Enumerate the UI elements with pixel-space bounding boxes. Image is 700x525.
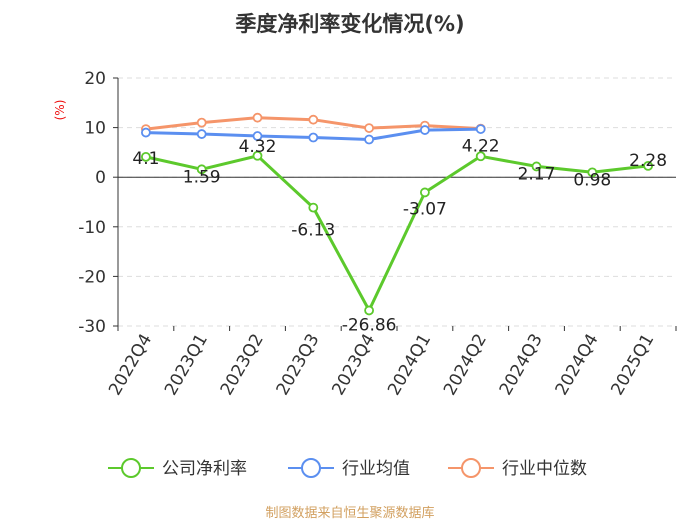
series-point-0 — [475, 151, 486, 162]
data-label: -6.13 — [291, 221, 335, 241]
y-tick-label: 10 — [84, 119, 106, 139]
y-tick-label: -30 — [78, 317, 106, 337]
y-tick-label: 0 — [95, 168, 106, 188]
legend-marker-2 — [461, 458, 481, 478]
series-lines — [140, 112, 653, 316]
series-point-2 — [196, 117, 207, 128]
series-point-0 — [140, 151, 151, 162]
series-point-2 — [308, 114, 319, 125]
grid-lines — [118, 77, 676, 327]
y-axis-unit: (%) — [53, 100, 67, 121]
legend-marker-1 — [301, 458, 321, 478]
series-point-1 — [308, 132, 319, 143]
legend-label: 公司净利率 — [162, 459, 247, 479]
series-point-2 — [364, 123, 375, 133]
series-point-2 — [252, 112, 263, 123]
series-point-0 — [364, 305, 375, 316]
data-label: -3.07 — [403, 199, 447, 219]
series-point-1 — [252, 131, 263, 141]
data-label: 4.32 — [239, 137, 277, 157]
x-tick-label: 2023Q3 — [273, 331, 324, 399]
series-point-0 — [587, 167, 598, 178]
data-label: 4.1 — [132, 149, 159, 169]
source-note: 制图数据来自恒生聚源数据库 — [265, 505, 434, 521]
data-label: 2.28 — [629, 151, 667, 171]
data-label: 1.59 — [183, 167, 221, 187]
x-tick-label: 2023Q1 — [161, 331, 212, 399]
series-point-1 — [196, 129, 207, 139]
series-line-0 — [145, 154, 649, 312]
y-tick-labels: 20 10 0 -10 -20 -30 — [78, 69, 106, 337]
series-point-0 — [252, 150, 263, 161]
series-point-0 — [531, 161, 542, 172]
y-tick-label: 20 — [84, 69, 106, 89]
data-label: 2.17 — [518, 164, 556, 184]
legend: 公司净利率 行业均值 行业中位数 — [108, 458, 587, 479]
axes — [113, 77, 677, 331]
y-tick-label: -10 — [78, 218, 106, 238]
series-point-1 — [364, 134, 375, 145]
x-tick-label: 2025Q1 — [607, 331, 658, 399]
series-point-0 — [419, 187, 430, 198]
x-tick-label: 2024Q4 — [552, 331, 603, 399]
chart-title: 季度净利率变化情况(%) — [235, 12, 464, 36]
x-tick-label: 2023Q4 — [328, 331, 379, 399]
series-point-0 — [196, 164, 207, 175]
series-point-0 — [308, 202, 319, 213]
x-tick-label: 2023Q2 — [217, 331, 268, 399]
x-tick-label: 2024Q1 — [384, 331, 435, 399]
data-labels: 4.1 1.59 4.32 -6.13 -26.86 -3.07 4.22 2.17 0.98 2… — [132, 136, 667, 335]
series-point-1 — [475, 124, 486, 134]
y-tick-label: -20 — [78, 267, 106, 287]
x-tick-label: 2022Q4 — [105, 331, 156, 399]
legend-label: 行业中位数 — [502, 459, 587, 479]
x-tick-label: 2024Q2 — [440, 331, 491, 399]
data-label: 0.98 — [573, 170, 611, 190]
data-label: -26.86 — [342, 315, 397, 335]
x-tick-label: 2024Q3 — [496, 331, 547, 399]
data-label: 4.22 — [462, 136, 500, 156]
series-point-0 — [643, 160, 653, 171]
legend-marker-0 — [121, 458, 141, 478]
series-point-1 — [419, 125, 430, 135]
legend-label: 行业均值 — [342, 459, 410, 479]
x-tick-labels: 2022Q4 2023Q1 2023Q2 2023Q3 2023Q4 2024Q1 2024… — [105, 331, 658, 399]
series-point-1 — [140, 127, 151, 138]
